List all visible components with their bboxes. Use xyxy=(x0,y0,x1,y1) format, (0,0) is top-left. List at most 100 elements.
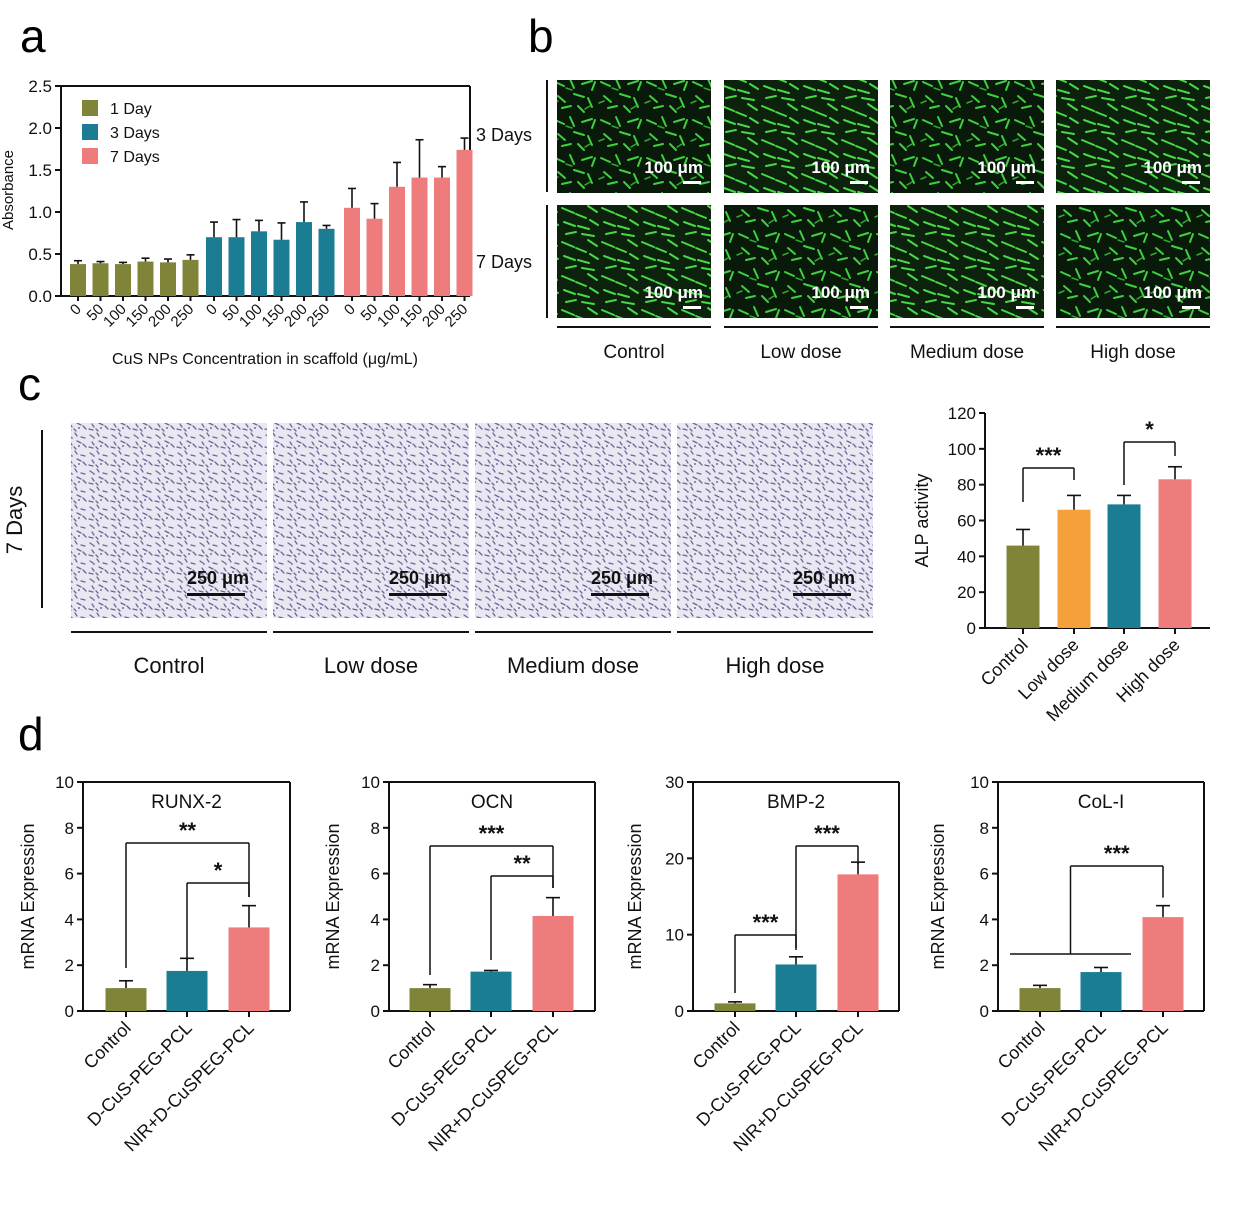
legend-swatch-0 xyxy=(82,100,98,116)
panel-b-fluorescence-grid: 3 Days 7 Days 100 μm 100 μm 100 μm 100 μm 10… xyxy=(476,80,1210,363)
scale-bar xyxy=(683,181,701,184)
scale-bar-label: 250 μm xyxy=(187,568,249,588)
ytick-label: 0 xyxy=(967,619,976,638)
scale-bar xyxy=(850,181,868,184)
xtick-label: Control xyxy=(994,1018,1049,1073)
bar xyxy=(228,927,270,1011)
chart-a-xlabel: CuS NPs Concentration in scaffold (μg/mL… xyxy=(112,351,418,368)
ytick-label: 100 xyxy=(948,440,976,459)
ylabel: mRNA Expression xyxy=(928,823,948,969)
scale-bar xyxy=(1016,181,1034,184)
scale-bar xyxy=(1016,306,1034,309)
scale-bar xyxy=(1182,306,1200,309)
fluorescence-image xyxy=(557,80,711,193)
alp-stain-image xyxy=(677,423,873,618)
chart-a-xtick-label: 250 xyxy=(168,301,198,331)
chart-a-bar xyxy=(296,222,312,296)
panel-label-d: d xyxy=(18,708,44,760)
panel-label-b: b xyxy=(528,10,554,62)
chart-a-xtick-label: 250 xyxy=(442,301,472,331)
ytick-label: 10 xyxy=(55,773,74,792)
ytick-label: 0 xyxy=(980,1002,989,1021)
ytick-label: 80 xyxy=(957,476,976,495)
fluorescence-image xyxy=(724,205,878,318)
bar xyxy=(837,874,879,1011)
fluorescence-image xyxy=(724,80,878,193)
scale-bar-label: 100 μm xyxy=(977,283,1036,302)
significance-label: *** xyxy=(753,910,779,935)
scale-bar-label: 100 μm xyxy=(977,158,1036,177)
chart-d-col1: 0 2 4 6 8 10 mRNA Expression CoL-I ControlD-CuS-… xyxy=(928,773,1205,1155)
ytick-label: 10 xyxy=(970,773,989,792)
column-label: High dose xyxy=(725,653,824,678)
significance-label: ** xyxy=(179,818,197,843)
ytick-label: 0 xyxy=(371,1002,380,1021)
chart-a-ytick-label: 1.0 xyxy=(28,203,52,222)
ytick-label: 2 xyxy=(371,956,380,975)
ytick-label: 6 xyxy=(371,865,380,884)
chart-a-xtick-label: 0 xyxy=(67,301,85,319)
ytick-label: 10 xyxy=(665,926,684,945)
chart-a-ytick-label: 1.5 xyxy=(28,161,52,180)
legend-label-2: 7 Days xyxy=(110,149,160,166)
chart-title: OCN xyxy=(471,792,513,813)
xtick-label: D-CuS-PEG-PCL xyxy=(997,1018,1109,1130)
legend-label-1: 3 Days xyxy=(110,125,160,142)
alp-stain-image xyxy=(273,423,469,618)
scale-bar-label: 100 μm xyxy=(811,158,870,177)
chart-a-bar xyxy=(182,259,199,296)
scale-bar xyxy=(389,593,447,596)
legend-swatch-2 xyxy=(82,148,98,164)
scale-bar xyxy=(850,306,868,309)
ytick-label: 0 xyxy=(65,1002,74,1021)
chart-d-bmp2: 0 10 20 30 mRNA Expression BMP-2 ControlD-CuS-… xyxy=(625,773,900,1155)
ylabel: mRNA Expression xyxy=(625,823,645,969)
bar xyxy=(775,964,817,1011)
scale-bar-label: 250 μm xyxy=(389,568,451,588)
ytick-label: 10 xyxy=(361,773,380,792)
legend-label-0: 1 Day xyxy=(110,101,152,118)
scale-bar-label: 100 μm xyxy=(811,283,870,302)
bar xyxy=(1057,509,1091,628)
chart-a-bar xyxy=(366,218,383,296)
ytick-label: 6 xyxy=(65,865,74,884)
scale-bar-label: 100 μm xyxy=(1143,158,1202,177)
panel-label-a: a xyxy=(20,10,46,62)
xtick-label: Control xyxy=(689,1018,744,1073)
chart-a-bar xyxy=(115,264,131,296)
chart-a-xtick-label: 0 xyxy=(341,301,359,319)
scale-bar-label: 100 μm xyxy=(644,158,703,177)
ytick-label: 40 xyxy=(957,547,976,566)
alp-stain-image xyxy=(475,423,671,618)
ytick-label: 4 xyxy=(980,910,989,929)
significance-label: * xyxy=(214,858,223,883)
significance-label: ** xyxy=(513,851,531,876)
column-label: Low dose xyxy=(760,342,841,363)
ytick-label: 20 xyxy=(665,849,684,868)
ylabel: mRNA Expression xyxy=(18,823,38,969)
chart-d-ocn: 0 2 4 6 8 10 mRNA Expression OCN ControlD-CuS-PE… xyxy=(323,773,596,1155)
fluorescence-image xyxy=(890,80,1044,193)
column-label: High dose xyxy=(1090,342,1176,363)
chart-a-xtick-label: 0 xyxy=(203,301,221,319)
bar xyxy=(1006,545,1040,628)
bar xyxy=(1107,504,1141,628)
column-label: Low dose xyxy=(324,653,418,678)
column-label: Medium dose xyxy=(910,342,1024,363)
significance-label: *** xyxy=(479,821,505,846)
panel-label-c: c xyxy=(18,358,41,410)
row-label-c-7days: 7 Days xyxy=(2,486,27,554)
chart-a-ytick-label: 0.0 xyxy=(28,287,52,306)
chart-a-bar xyxy=(206,237,222,296)
ylabel: ALP activity xyxy=(912,474,932,568)
ylabel: mRNA Expression xyxy=(323,823,343,969)
significance-label: *** xyxy=(1036,443,1062,468)
ytick-label: 2 xyxy=(65,956,74,975)
chart-a-ylabel: Absorbance xyxy=(0,150,17,230)
bar xyxy=(714,1003,756,1011)
scale-bar-label: 250 μm xyxy=(793,568,855,588)
chart-a-bar xyxy=(137,261,154,296)
chart-absorbance: Absorbance CuS NPs Concentration in scaf… xyxy=(0,77,473,368)
